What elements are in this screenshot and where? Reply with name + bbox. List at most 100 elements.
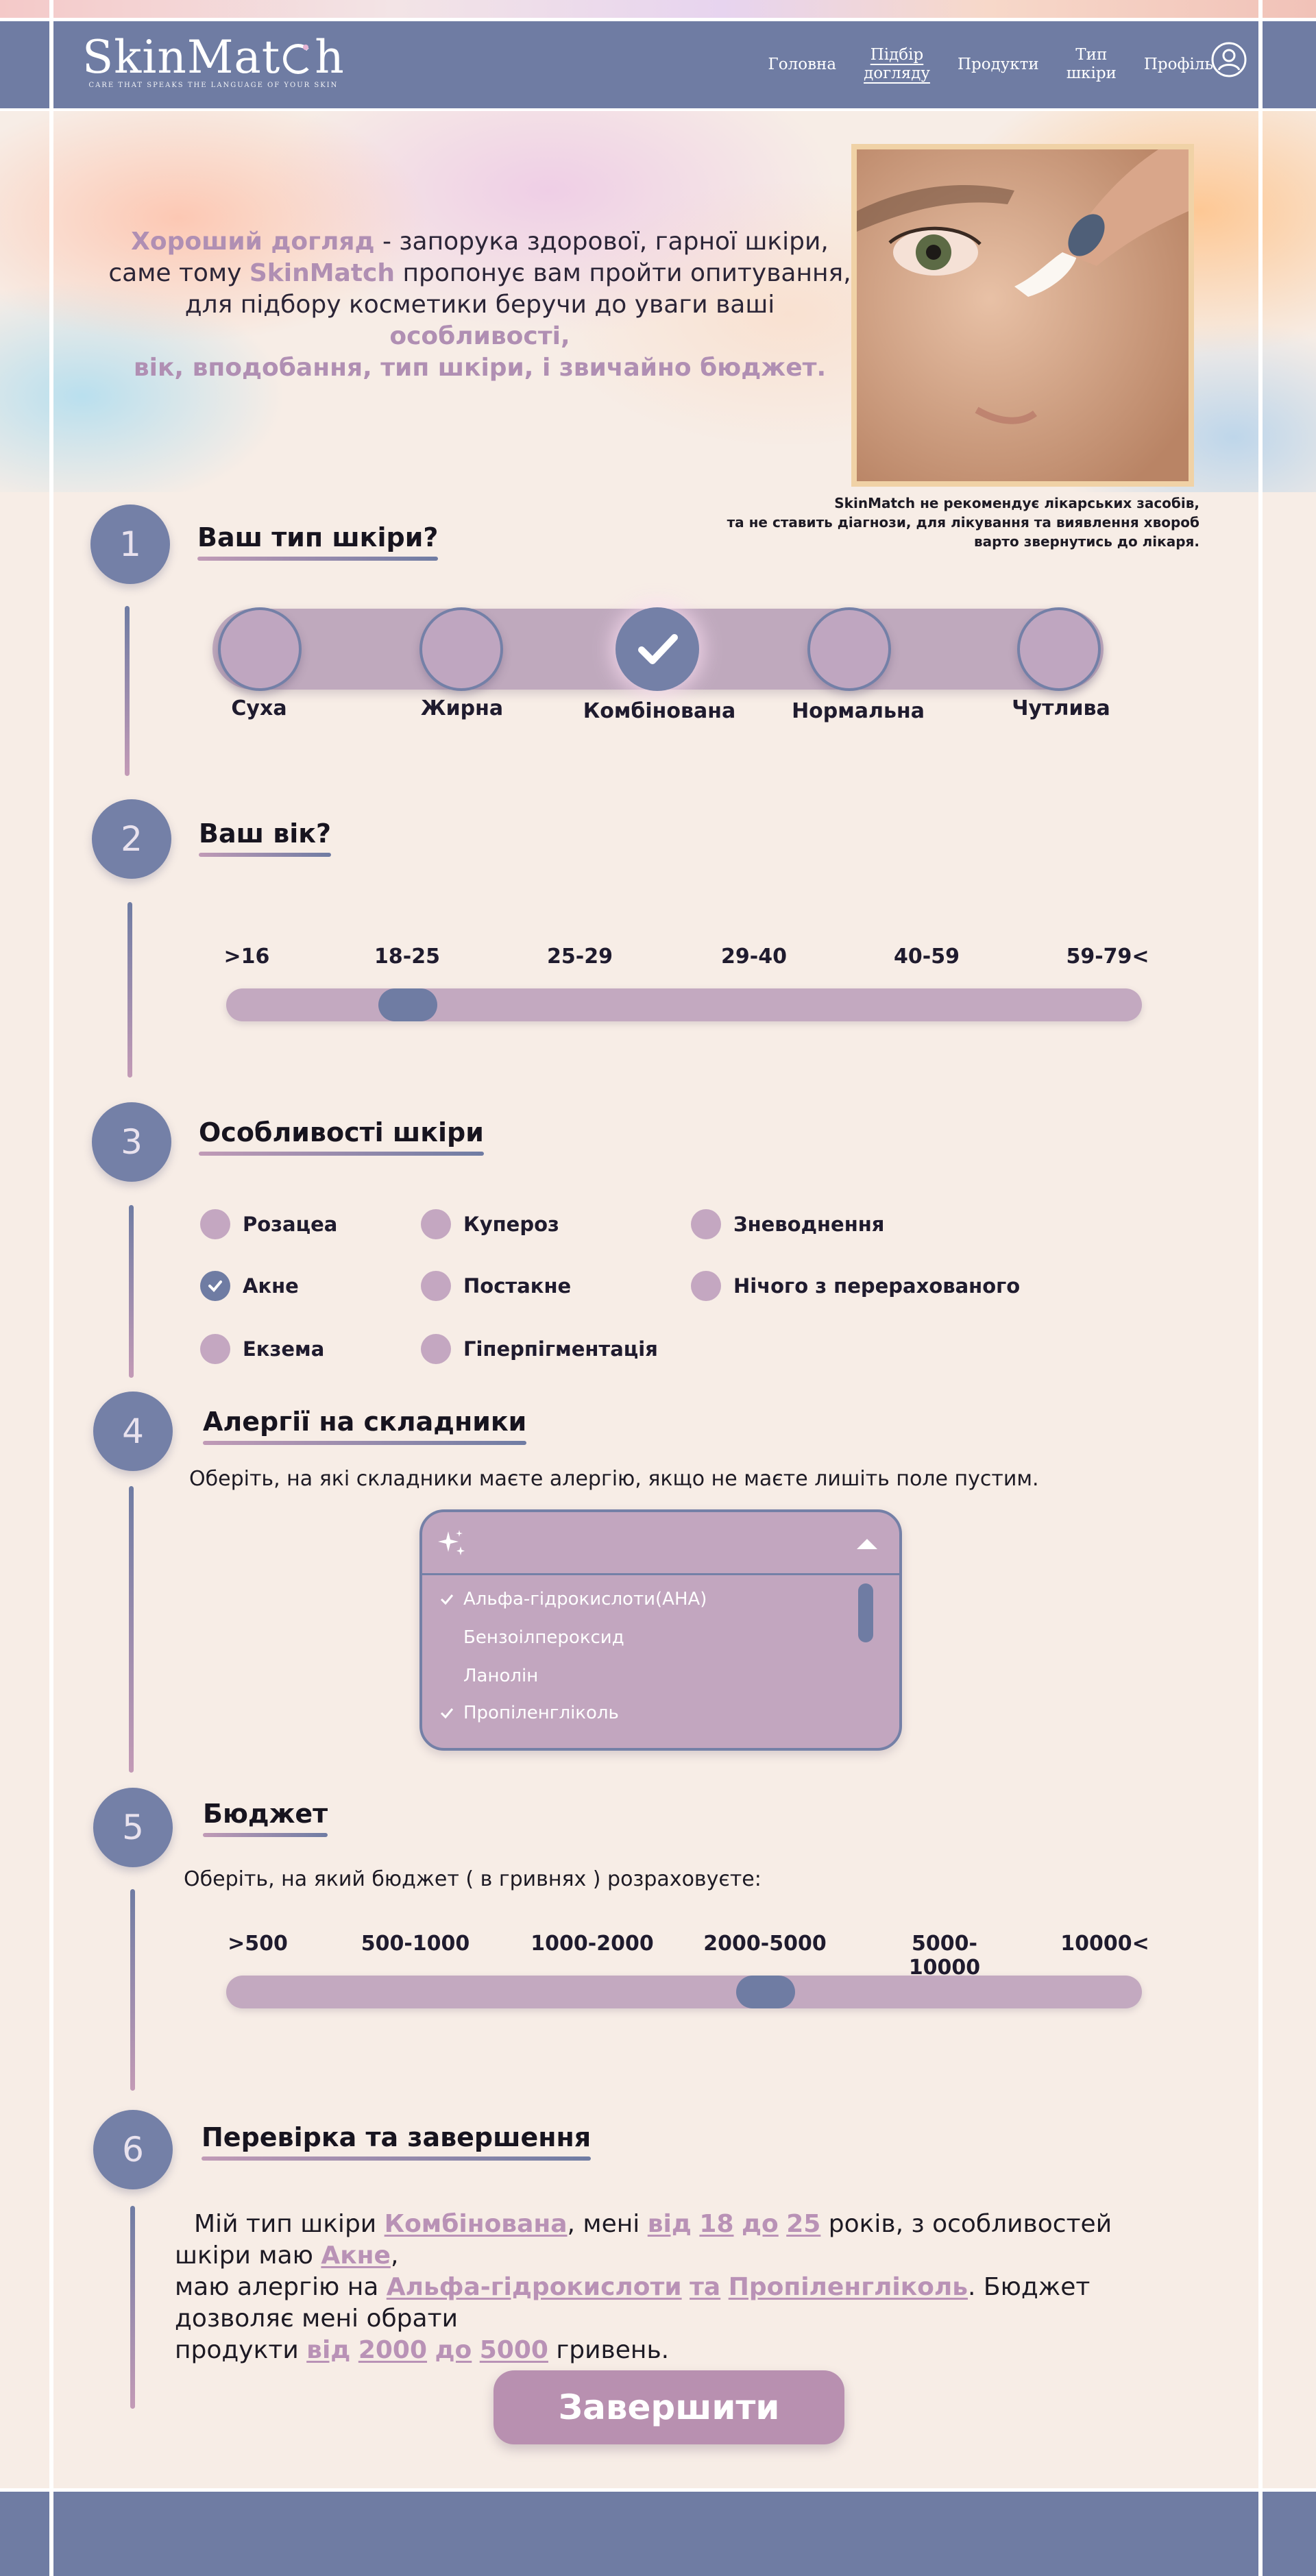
frame-line-right (1258, 0, 1263, 2576)
allergy-multiselect[interactable]: Альфа-гідрокислоти(AHA) Бензоілпероксид … (419, 1509, 902, 1751)
skin-type-label-oily: Жирна (420, 696, 504, 720)
feature-label: Розацеа (243, 1213, 338, 1236)
medical-disclaimer: SkinMatch не рекомендує лікарських засоб… (706, 494, 1199, 551)
feature-label: Екзема (243, 1337, 325, 1361)
hero-text-line3: для підбору косметики беручи до уваги ва… (184, 291, 775, 319)
allergy-option-lanolin[interactable]: Ланолін (463, 1666, 538, 1686)
feature-post-acne[interactable]: Постакне (421, 1271, 571, 1301)
summary-age-from[interactable]: 18 (699, 2210, 734, 2238)
feature-checkbox-checked (200, 1271, 230, 1301)
summary-from: від (647, 2210, 692, 2238)
budget-label-4: 5000-10000 (908, 1932, 981, 1980)
step-title-skin-features: Особливості шкіри (199, 1117, 484, 1156)
allergies-instruction: Оберіть, на які складники маєте алергію,… (189, 1467, 1039, 1491)
hero-text-line2b: пропонує вам пройти опитування, (395, 259, 851, 287)
allergy-scrollbar[interactable] (858, 1583, 873, 1642)
feature-couperose[interactable]: Купероз (421, 1209, 559, 1239)
feature-label: Постакне (463, 1274, 572, 1298)
feature-rosacea[interactable]: Розацеа (200, 1209, 337, 1239)
step-connector-1 (125, 606, 130, 776)
profile-icon[interactable] (1210, 41, 1247, 78)
summary-from: від (306, 2336, 351, 2364)
step-number-1: 1 (90, 505, 170, 584)
age-label-0: >16 (223, 945, 270, 969)
feature-checkbox (421, 1271, 451, 1301)
logo[interactable]: SkinMat h CARE THAT SPEAKS THE LANGUAGE … (82, 33, 345, 90)
feature-label: Акне (243, 1274, 299, 1298)
feature-none[interactable]: Нічого з перерахованого (691, 1271, 1020, 1301)
allergy-option-propylene-glycol[interactable]: Пропіленгліколь (439, 1703, 619, 1723)
skin-type-label-sensitive: Чутлива (1012, 696, 1110, 720)
feature-label: Купероз (463, 1213, 559, 1236)
step-title-review: Перевірка та завершення (202, 2122, 592, 2161)
feature-checkbox (421, 1209, 451, 1239)
budget-label-2: 1000-2000 (531, 1932, 654, 1956)
allergy-label: Бензоілпероксид (463, 1627, 624, 1648)
skin-type-label-dry: Суха (231, 696, 287, 720)
hero-highlight-criteria: вік, вподобання, тип шкіри, і звичайно б… (133, 354, 827, 382)
finish-button[interactable]: Завершити (494, 2370, 844, 2444)
skin-type-sensitive[interactable] (1017, 607, 1101, 691)
hero-intro-text: Хороший догляд - запорука здорової, гарн… (103, 226, 857, 384)
summary-text-part: продукти (175, 2336, 307, 2364)
top-gradient-strip (0, 0, 1316, 21)
summary-budget-from[interactable]: 2000 (358, 2336, 428, 2364)
summary-text-part: маю алергію на (175, 2273, 387, 2301)
nav-care-selection[interactable]: Підбір догляду (864, 46, 930, 82)
feature-checkbox (691, 1271, 721, 1301)
nav-home[interactable]: Головна (768, 55, 837, 73)
skin-type-oily[interactable] (419, 607, 503, 691)
allergy-label: Альфа-гідрокислоти(AHA) (463, 1589, 707, 1609)
skin-type-normal[interactable] (807, 607, 891, 691)
collapse-arrow-icon[interactable] (855, 1537, 879, 1551)
budget-slider-thumb[interactable] (736, 1976, 795, 2008)
feature-dehydration[interactable]: Зневоднення (691, 1209, 884, 1239)
checkmark-icon (208, 1280, 222, 1292)
check-icon (440, 1708, 454, 1719)
allergy-option-benzoyl-peroxide[interactable]: Бензоілпероксид (463, 1627, 624, 1648)
allergy-label: Ланолін (463, 1666, 539, 1686)
skin-type-dry[interactable] (218, 607, 302, 691)
age-label-3: 29-40 (721, 945, 787, 969)
feature-checkbox (421, 1334, 451, 1364)
nav-profile[interactable]: Профіль (1143, 55, 1213, 73)
main-nav: Головна Підбір догляду Продукти Тип шкір… (768, 21, 1213, 108)
step-number-3: 3 (92, 1102, 171, 1182)
checkmark-icon (638, 634, 678, 664)
age-slider-track[interactable] (226, 988, 1142, 1021)
summary-budget-to[interactable]: 5000 (479, 2336, 548, 2364)
summary-text-part: , (390, 2241, 399, 2270)
nav-skin-type[interactable]: Тип шкіри (1066, 46, 1117, 82)
feature-label: Гіперпігментація (463, 1337, 658, 1361)
allergy-label: Пропіленгліколь (463, 1703, 619, 1723)
skin-type-combination[interactable] (616, 607, 699, 691)
summary-text: Мій тип шкіри Комбінована, мені від 18 д… (175, 2209, 1189, 2366)
frame-line-top (0, 18, 1316, 21)
budget-slider-track[interactable] (226, 1976, 1142, 2008)
step-number-6: 6 (93, 2110, 173, 2189)
summary-skin-feature[interactable]: Акне (321, 2241, 391, 2270)
summary-to: до (435, 2336, 472, 2364)
feature-eczema[interactable]: Екзема (200, 1334, 324, 1364)
summary-text-part: Мій тип шкіри (194, 2210, 385, 2238)
age-slider-thumb[interactable] (378, 988, 437, 1021)
budget-label-0: >500 (228, 1932, 288, 1956)
frame-line-footer-top (0, 2488, 1316, 2492)
nav-products[interactable]: Продукти (957, 55, 1039, 73)
age-label-1: 18-25 (374, 945, 440, 969)
feature-checkbox (200, 1209, 230, 1239)
allergy-select-header[interactable] (422, 1512, 899, 1575)
disclaimer-line2: та не ставить діагнози, для лікування та… (727, 514, 1199, 531)
summary-age-to[interactable]: 25 (786, 2210, 821, 2238)
summary-allergy-2[interactable]: Пропіленгліколь (728, 2273, 968, 2301)
budget-label-5: 10000< (1060, 1932, 1149, 1956)
step-connector-3 (129, 1205, 134, 1378)
feature-hyperpigmentation[interactable]: Гіперпігментація (421, 1334, 658, 1364)
feature-acne[interactable]: Акне (200, 1271, 299, 1301)
allergy-option-aha[interactable]: Альфа-гідрокислоти(AHA) (439, 1589, 707, 1609)
age-label-5: 59-79< (1066, 945, 1149, 969)
hero-photo-face-cream (851, 144, 1194, 487)
summary-allergy-1[interactable]: Альфа-гідрокислоти (386, 2273, 682, 2301)
budget-instruction: Оберіть, на який бюджет ( в гривнях ) ро… (184, 1867, 761, 1891)
summary-skin-type[interactable]: Комбінована (384, 2210, 568, 2238)
